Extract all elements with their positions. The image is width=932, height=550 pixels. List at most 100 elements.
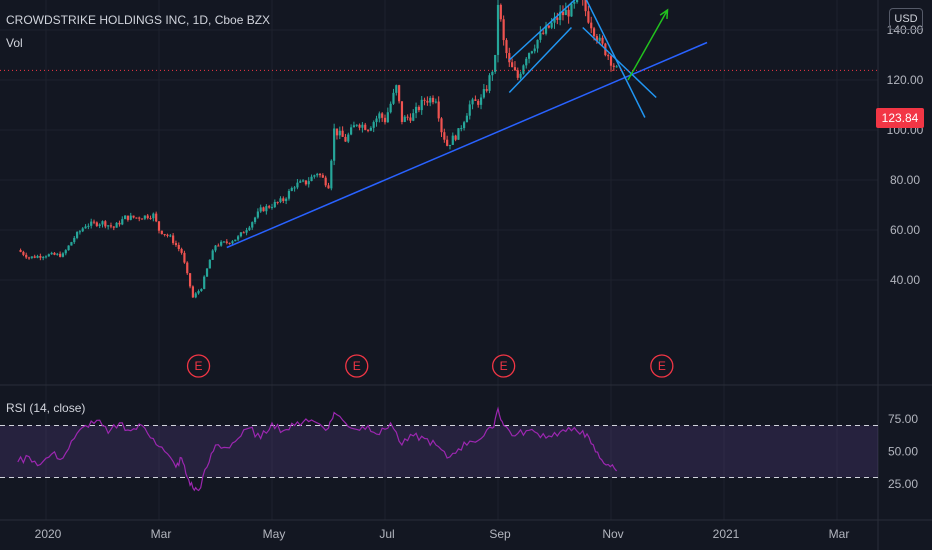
arrow-line xyxy=(627,9,669,81)
candle-up xyxy=(253,217,257,223)
time-axis-tick: Sep xyxy=(489,527,511,541)
candle-down xyxy=(126,215,130,220)
candle-down xyxy=(186,262,189,274)
candle-down xyxy=(146,215,149,219)
candle-up xyxy=(494,54,497,72)
candle-down xyxy=(109,225,113,227)
time-axis-tick: Mar xyxy=(151,527,172,541)
candle-up xyxy=(389,103,392,113)
rsi-axis-tick: 50.00 xyxy=(888,445,918,459)
candle-down xyxy=(172,235,175,244)
candle-down xyxy=(542,32,545,34)
candle-up xyxy=(355,124,358,126)
candle-up xyxy=(296,182,299,188)
candle-down xyxy=(508,53,511,63)
earnings-marker-icon[interactable] xyxy=(345,354,369,378)
candle-down xyxy=(118,222,121,225)
candle-up xyxy=(90,221,93,226)
candle-up xyxy=(412,113,415,121)
trendline-line xyxy=(226,41,708,249)
candle-down xyxy=(612,65,615,67)
candle-down xyxy=(140,218,144,220)
candle-up xyxy=(231,241,234,244)
candle-up xyxy=(30,256,33,258)
candle-down xyxy=(304,180,307,185)
candle-down xyxy=(174,243,178,246)
earnings-marker-icon[interactable] xyxy=(186,354,211,378)
candle-up xyxy=(375,118,378,123)
candle-up xyxy=(87,225,90,227)
candle-down xyxy=(276,201,279,203)
candle-up xyxy=(465,115,469,123)
candle-up xyxy=(208,259,211,269)
candle-up xyxy=(564,9,567,16)
candle-up xyxy=(205,268,209,277)
candle-down xyxy=(431,97,435,103)
candle-up xyxy=(570,3,573,17)
rsi-line xyxy=(17,406,618,492)
candle-up xyxy=(496,4,500,55)
candle-up xyxy=(81,228,84,232)
candle-up xyxy=(615,66,618,68)
candle-down xyxy=(409,117,412,121)
candle-down xyxy=(95,222,98,226)
candle-down xyxy=(511,62,514,68)
candle-up xyxy=(457,128,460,140)
candle-down xyxy=(607,55,610,57)
candle-up xyxy=(101,221,104,225)
candle-up xyxy=(285,198,288,202)
candle-down xyxy=(262,207,265,212)
candle-up xyxy=(214,245,217,251)
volume-label: Vol xyxy=(6,36,23,50)
candle-up xyxy=(129,215,132,220)
candle-up xyxy=(395,85,398,93)
candle-up xyxy=(414,106,418,114)
time-axis-tick: May xyxy=(263,527,286,541)
candle-up xyxy=(347,134,350,142)
channel-line xyxy=(508,26,572,94)
candle-down xyxy=(138,217,141,219)
candle-up xyxy=(78,231,81,233)
candle-down xyxy=(341,130,344,137)
candle-up xyxy=(73,237,76,243)
price-axis-tick: 40.00 xyxy=(890,273,920,287)
candle-down xyxy=(242,232,245,234)
candle-up xyxy=(527,53,531,59)
candle-down xyxy=(516,70,519,78)
price-axis-tick: 140.00 xyxy=(887,23,924,37)
earnings-marker-label: E xyxy=(500,359,508,373)
drawings xyxy=(226,0,708,249)
earnings-marker-icon[interactable] xyxy=(491,354,516,378)
candle-up xyxy=(471,99,474,105)
candle-up xyxy=(248,227,251,231)
candle-down xyxy=(398,85,401,102)
candle-down xyxy=(157,221,161,231)
trendline-line xyxy=(582,26,657,99)
candle-down xyxy=(400,101,404,122)
candle-up xyxy=(70,242,73,246)
candle-up xyxy=(47,254,50,257)
candle-up xyxy=(468,104,471,116)
candle-down xyxy=(59,253,62,257)
candle-up xyxy=(313,175,316,177)
candle-up xyxy=(259,207,262,212)
candle-down xyxy=(135,217,138,219)
candle-down xyxy=(318,173,322,176)
candle-down xyxy=(547,25,550,28)
candle-down xyxy=(358,124,361,128)
currency-button[interactable]: USD xyxy=(889,8,923,30)
candle-down xyxy=(112,226,115,228)
earnings-marker-icon[interactable] xyxy=(650,354,674,378)
candle-down xyxy=(561,11,565,16)
candle-up xyxy=(36,255,39,258)
candle-down xyxy=(556,17,559,20)
candle-up xyxy=(463,122,466,129)
candle-up xyxy=(352,125,356,128)
candle-down xyxy=(191,286,194,298)
candle-down xyxy=(53,252,56,255)
earnings-marker-label: E xyxy=(353,359,361,373)
rsi-axis-tick: 25.00 xyxy=(888,477,918,491)
candle-up xyxy=(576,0,579,3)
